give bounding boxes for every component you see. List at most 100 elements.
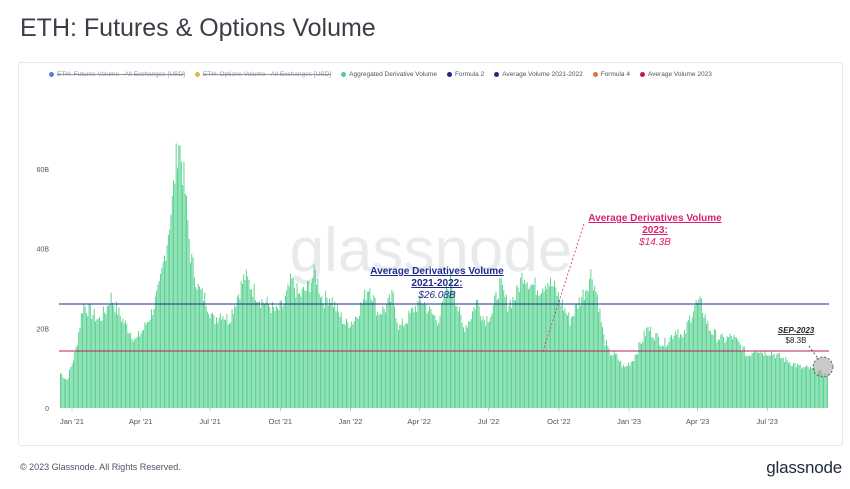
volume-bar [287,283,289,408]
volume-bar [119,316,121,408]
volume-bar [209,318,211,408]
volume-bar [518,292,520,408]
volume-bar [487,322,489,408]
volume-bar [110,292,112,408]
volume-bar [160,273,162,408]
legend-label: ETH: Futures Volume - All Exchanges [USD… [57,70,185,78]
y-tick-label: 20B [37,326,50,333]
volume-bar [628,363,630,408]
highlight-circle [812,356,834,378]
volume-bar [115,301,117,408]
volume-bar [255,300,256,408]
volume-bar [742,346,744,408]
legend-item[interactable]: Average Volume 2023 [639,71,712,78]
volume-bar [585,291,587,408]
volume-bar [407,323,409,408]
volume-bar [780,358,782,408]
volume-bar [409,313,411,408]
volume-bar [754,351,756,408]
volume-bar [465,324,467,408]
volume-bar [378,315,380,408]
volume-bar [253,283,255,408]
volume-bar [664,337,666,408]
volume-bar [405,323,407,408]
volume-bar [608,348,610,408]
legend-item[interactable]: ETH: Options Volume - All Exchanges [USD… [194,71,331,78]
volume-bar [790,365,792,408]
volume-bar [147,322,149,408]
volume-bar [247,276,249,408]
volume-bar [190,262,191,408]
volume-bar [452,290,454,408]
volume-bar [294,287,295,408]
volume-bar [690,322,692,408]
volume-bar [782,357,784,408]
volume-bar [724,343,726,408]
volume-bar [755,351,757,408]
legend-marker-icon [494,71,500,77]
volume-bar [600,322,602,408]
volume-bar [100,320,102,408]
volume-bar [525,284,527,408]
volume-bar [180,161,182,408]
volume-bar [773,353,775,408]
volume-bar [130,332,132,408]
volume-bar [492,305,494,408]
legend-item[interactable]: ETH: Futures Volume - All Exchanges [USD… [49,71,185,78]
volume-bar [342,324,344,408]
volume-bar [178,144,180,409]
volume-bar [602,327,604,408]
volume-bar [355,316,357,408]
volume-bar [586,289,588,408]
volume-bar [217,322,219,408]
volume-bar [642,341,644,408]
volume-bar [264,304,266,408]
bars-group [60,143,828,409]
volume-bar [694,305,696,408]
volume-bar [386,303,388,408]
volume-bar [658,336,659,408]
volume-bar [399,324,401,408]
volume-bar [340,312,342,408]
volume-bar [400,325,402,408]
volume-bar [817,371,819,408]
volume-bar [797,363,799,408]
legend-item[interactable]: Average Volume 2021-2022 [494,71,583,78]
volume-bar [728,337,730,408]
x-tick-label: Jul '22 [478,417,499,426]
volume-bar [483,320,485,408]
volume-bar [686,321,688,408]
volume-bar [216,317,217,408]
volume-bar [738,341,740,408]
legend-item[interactable]: Formula 2 [446,71,484,78]
volume-bar [269,306,271,408]
volume-bar [89,304,91,408]
volume-bar [66,379,68,408]
volume-bar [546,288,548,408]
volume-bar [799,364,801,408]
legend-item[interactable]: Aggregated Derivative Volume [341,71,437,78]
volume-bar [321,296,323,408]
volume-bar [650,326,652,408]
brand-logo: glassnode [766,458,842,477]
volume-bar [632,361,633,408]
volume-bar [188,238,190,408]
volume-bar [469,321,471,408]
volume-bar [102,306,104,408]
volume-bar [455,305,457,408]
volume-bar [339,316,341,408]
volume-bar [576,303,578,408]
volume-bar [426,313,428,408]
volume-bar [179,145,181,408]
legend-item[interactable]: Formula 4 [592,71,630,78]
volume-bar [67,378,69,408]
volume-bar [381,314,383,408]
volume-bar [669,336,671,408]
y-tick-label: 40B [37,247,50,254]
volume-bar [327,305,329,408]
volume-bar [374,297,376,408]
volume-bar [633,360,635,408]
volume-bar [335,311,337,408]
volume-bar [309,291,311,408]
volume-bar [710,331,711,408]
